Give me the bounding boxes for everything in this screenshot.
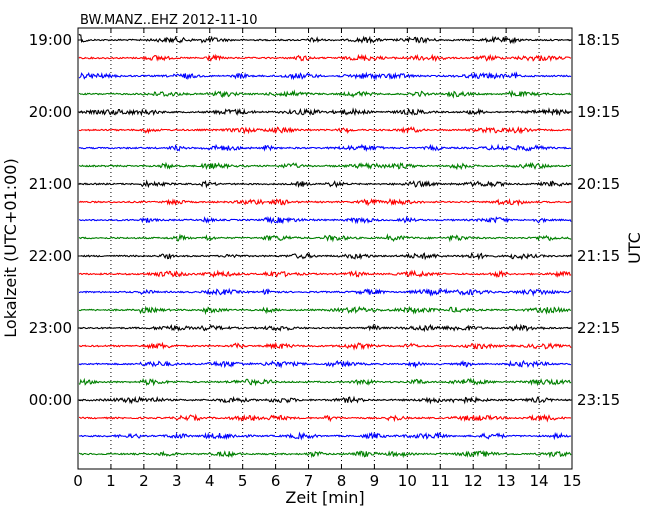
trace-line <box>79 413 571 423</box>
trace-line <box>78 89 572 99</box>
x-tick-label: 14 <box>530 472 549 490</box>
x-tick-label: 5 <box>238 472 248 490</box>
y-axis-label-left: Lokalzeit (UTC+01:00) <box>1 158 20 337</box>
x-tick-label: 12 <box>464 472 483 490</box>
grid-lines <box>110 28 540 469</box>
trace-line <box>78 269 572 279</box>
x-tick-label: 4 <box>205 472 215 490</box>
trace-line <box>78 431 572 441</box>
right-tick-label: 20:15 <box>577 175 620 193</box>
trace-line <box>78 143 572 152</box>
plot-frame <box>77 27 573 470</box>
x-tick-label: 0 <box>73 472 83 490</box>
right-tick-label: 22:15 <box>577 319 620 337</box>
left-tick-label: 23:00 <box>29 319 72 337</box>
x-tick-label: 1 <box>106 472 116 490</box>
trace-line <box>78 395 572 405</box>
trace-line <box>79 305 572 316</box>
left-tick-labels: 19:00 20:00 21:00 22:00 23:00 00:00 <box>29 31 72 409</box>
trace-line <box>78 53 572 63</box>
right-tick-label: 23:15 <box>577 391 620 409</box>
trace-line <box>78 359 572 369</box>
right-tick-label: 21:15 <box>577 247 620 265</box>
y-axis-label-right: UTC <box>625 232 644 264</box>
x-tick-label: 15 <box>562 472 581 490</box>
trace-line <box>78 197 572 207</box>
right-tick-labels: 18:15 19:15 20:15 21:15 22:15 23:15 <box>577 31 620 409</box>
trace-line <box>78 233 572 243</box>
trace-line <box>78 341 572 351</box>
chart-title: BW.MANZ..EHZ 2012-11-10 <box>80 13 258 28</box>
left-tick-label: 21:00 <box>29 175 72 193</box>
trace-line <box>78 323 572 333</box>
trace-line <box>78 161 571 171</box>
x-axis-label: Zeit [min] <box>285 488 364 507</box>
trace-line <box>79 252 572 261</box>
trace-line <box>78 377 572 387</box>
x-tick-label: 11 <box>431 472 450 490</box>
trace-line <box>78 107 572 117</box>
right-tick-label: 18:15 <box>577 31 620 49</box>
trace-line <box>78 287 572 297</box>
trace-line <box>78 215 572 225</box>
left-tick-label: 19:00 <box>29 31 72 49</box>
x-tick-label: 9 <box>370 472 380 490</box>
left-tick-label: 20:00 <box>29 103 72 121</box>
right-tick-label: 19:15 <box>577 103 620 121</box>
x-tick-labels: 0 1 2 3 4 5 6 7 8 9 10 11 12 13 14 15 <box>73 472 581 490</box>
trace-line <box>78 71 572 81</box>
x-tick-label: 8 <box>337 472 347 490</box>
trace-line <box>78 179 572 189</box>
x-tick-label: 3 <box>172 472 182 490</box>
x-tick-label: 2 <box>139 472 149 490</box>
axis-ticks <box>77 28 573 469</box>
x-tick-label: 6 <box>271 472 281 490</box>
left-tick-label: 00:00 <box>29 391 72 409</box>
left-tick-label: 22:00 <box>29 247 72 265</box>
x-tick-label: 10 <box>398 472 417 490</box>
x-tick-label: 13 <box>497 472 516 490</box>
trace-line <box>78 125 572 135</box>
seismogram-traces <box>78 33 572 459</box>
x-tick-label: 7 <box>304 472 314 490</box>
trace-line <box>78 449 572 459</box>
trace-line <box>78 33 571 45</box>
